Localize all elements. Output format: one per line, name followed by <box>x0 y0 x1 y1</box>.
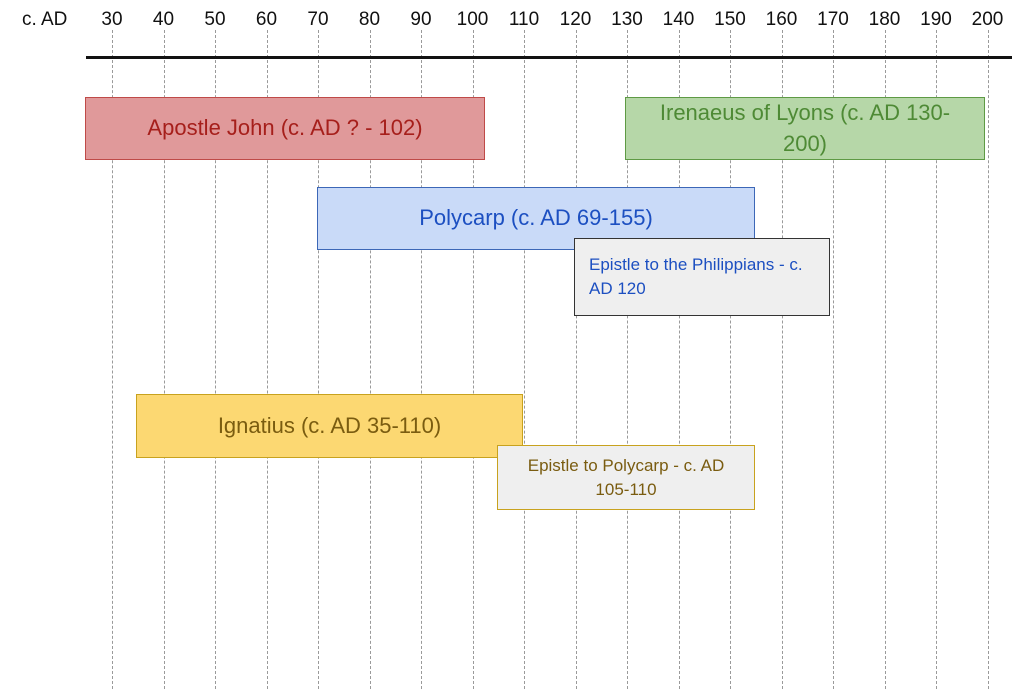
tick-label: 150 <box>714 9 746 30</box>
gridline <box>627 30 628 689</box>
tick-label: 120 <box>559 9 592 30</box>
gridline <box>473 30 474 689</box>
tick-label: 170 <box>817 9 849 30</box>
gridline <box>267 30 268 689</box>
tick-label: 130 <box>611 9 643 30</box>
gridline <box>215 30 216 689</box>
bar-apostle-john: Apostle John (c. AD ? - 102) <box>85 97 485 160</box>
tick-label: 40 <box>152 9 175 30</box>
gridline <box>936 30 937 689</box>
gridline <box>782 30 783 689</box>
tick-label: 50 <box>204 9 226 30</box>
tick-label: 180 <box>868 9 901 30</box>
tick-label: 30 <box>101 9 123 30</box>
timeline-axis <box>86 56 1012 59</box>
gridline <box>421 30 422 689</box>
work-epistle-to-polycarp: Epistle to Polycarp - c. AD 105-110 <box>497 445 755 510</box>
gridline <box>524 30 525 689</box>
gridline <box>679 30 680 689</box>
tick-label: 90 <box>410 9 432 30</box>
tick-label: 190 <box>920 9 952 30</box>
gridline <box>730 30 731 689</box>
tick-label: 110 <box>508 9 540 30</box>
tick-label: 160 <box>765 9 798 30</box>
era-label: c. AD <box>22 9 68 30</box>
tick-label: 80 <box>358 9 381 30</box>
gridline <box>370 30 371 689</box>
bar-ignatius: Ignatius (c. AD 35-110) <box>136 394 523 458</box>
bar-irenaeus-of-lyons: Irenaeus of Lyons (c. AD 130-200) <box>625 97 985 160</box>
gridline <box>576 30 577 689</box>
tick-label: 100 <box>456 9 489 30</box>
tick-label: 60 <box>255 9 278 30</box>
work-epistle-to-the-philippians: Epistle to the Philippians - c. AD 120 <box>574 238 830 316</box>
tick-label: 140 <box>662 9 695 30</box>
gridline <box>833 30 834 689</box>
gridline <box>885 30 886 689</box>
gridline <box>164 30 165 689</box>
gridline <box>988 30 989 689</box>
tick-label: 70 <box>307 9 329 30</box>
gridline <box>112 30 113 689</box>
tick-label: 200 <box>971 9 1004 30</box>
gridline <box>318 30 319 689</box>
